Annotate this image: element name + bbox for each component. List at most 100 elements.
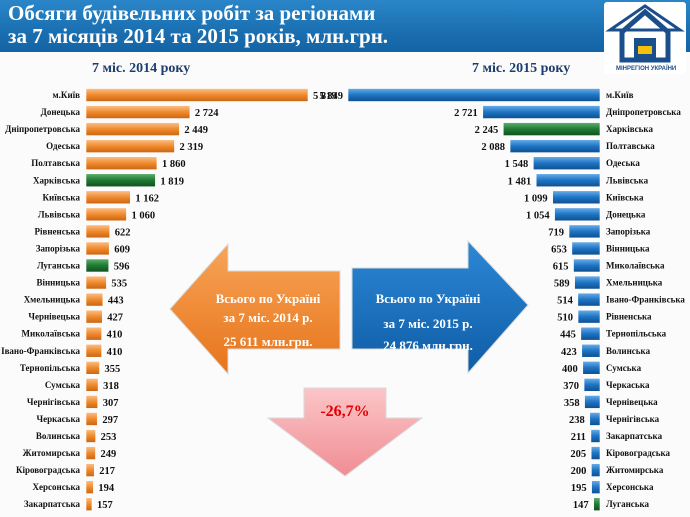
bar-2015-19 [589, 412, 601, 426]
value-label-2014-0: 5 819 [313, 91, 337, 102]
value-label-2015-20: 211 [571, 432, 586, 443]
value-label-2015-14: 445 [560, 330, 576, 341]
bar-2015-7 [554, 207, 601, 222]
region-label-2015-18: Чернівецька [606, 397, 658, 407]
region-label-2014-0: м.Київ [53, 90, 81, 100]
value-label-2015-6: 1 099 [524, 193, 548, 204]
region-label-2014-9: Запорізька [36, 243, 81, 253]
region-label-2014-11: Вінницька [36, 278, 80, 288]
region-label-2015-3: Полтавська [606, 141, 655, 151]
total-2014-line-3: 25 611 млн.грн. [223, 334, 312, 349]
region-label-2014-6: Київська [43, 192, 81, 202]
region-label-2014-7: Львівська [38, 209, 81, 219]
region-label-2015-9: Вінницька [606, 243, 650, 253]
bar-2014-8 [85, 224, 111, 239]
value-label-2014-6: 1 162 [135, 193, 159, 204]
region-label-2015-2: Харківська [606, 124, 653, 134]
value-label-2015-1: 2 721 [454, 108, 478, 119]
value-label-2015-24: 147 [573, 500, 589, 511]
bar-2014-5 [85, 173, 156, 188]
value-label-2015-4: 1 548 [505, 159, 529, 170]
value-label-2014-21: 249 [100, 449, 116, 460]
value-label-2015-18: 358 [564, 398, 580, 409]
region-label-2015-20: Закарпатська [606, 431, 663, 441]
bar-2015-14 [580, 326, 601, 341]
value-label-2015-5: 1 481 [508, 176, 532, 187]
ministry-logo: МІНРЕГІОН УКРАЇНИ [604, 2, 686, 74]
bar-2015-23 [591, 480, 601, 494]
value-label-2015-23: 195 [571, 483, 587, 494]
bar-2014-0 [85, 88, 309, 102]
value-label-2015-12: 514 [557, 296, 574, 307]
bar-2015-22 [591, 463, 601, 477]
change-arrow: -26,7% [266, 387, 424, 477]
bar-2015-11 [574, 275, 601, 290]
bar-2014-10 [85, 258, 110, 273]
total-2015-line-1: Всього по Україні [376, 291, 481, 306]
value-label-2014-15: 410 [107, 347, 123, 358]
total-2014-line-2: за 7 міс. 2014 р. [223, 310, 312, 325]
value-label-2014-16: 355 [105, 364, 121, 375]
bar-2015-4 [533, 156, 601, 170]
region-label-2014-20: Волинська [36, 431, 81, 441]
region-label-2015-22: Житомирська [606, 465, 664, 475]
value-label-2014-22: 217 [99, 466, 115, 477]
value-label-2015-8: 719 [548, 227, 564, 238]
region-label-2014-13: Чернівецька [28, 312, 80, 322]
value-label-2014-13: 427 [107, 313, 123, 324]
region-label-2014-10: Луганська [37, 261, 81, 271]
region-label-2015-12: Івано-Франківська [606, 295, 685, 305]
region-label-2015-14: Тернопільська [606, 329, 667, 339]
bar-2015-2 [502, 122, 601, 136]
region-label-2015-7: Донецька [606, 209, 646, 219]
bar-2015-10 [573, 258, 601, 273]
value-label-2014-17: 318 [103, 381, 119, 392]
bar-2015-18 [584, 395, 601, 409]
total-2014-line-1: Всього по Україні [216, 291, 321, 306]
region-label-2015-17: Черкаська [606, 380, 650, 390]
total-2015-line-3: 24 876 млн.грн. [383, 338, 473, 353]
bar-2014-20 [85, 429, 96, 443]
region-label-2015-0: м.Київ [606, 90, 634, 100]
value-label-2014-19: 297 [102, 415, 118, 426]
value-label-2015-7: 1 054 [526, 210, 550, 221]
region-label-2014-15: Івано-Франківська [1, 346, 80, 356]
chart-2015-title: 7 міс. 2015 року [472, 61, 571, 76]
bar-2014-22 [85, 463, 95, 477]
value-label-2014-12: 443 [108, 296, 124, 307]
bar-2015-13 [577, 309, 601, 324]
bar-2014-3 [85, 139, 175, 153]
logo-text: МІНРЕГІОН УКРАЇНИ [616, 65, 676, 72]
value-label-2014-2: 2 449 [184, 125, 208, 136]
value-label-2015-11: 589 [554, 279, 570, 290]
value-label-2014-4: 1 860 [162, 159, 186, 170]
region-label-2014-4: Полтавська [31, 158, 80, 168]
bar-2015-6 [552, 190, 601, 205]
bar-2015-21 [590, 446, 601, 460]
region-label-2015-16: Сумська [606, 363, 642, 373]
bar-2015-15 [581, 343, 601, 358]
region-label-2014-5: Харківська [33, 175, 80, 185]
region-label-2015-23: Херсонська [606, 482, 654, 492]
value-label-2014-11: 535 [111, 279, 127, 290]
region-label-2015-21: Кіровоградська [606, 448, 671, 458]
bar-2015-5 [535, 173, 601, 188]
bar-2015-0 [347, 88, 601, 102]
value-label-2014-18: 307 [103, 398, 119, 409]
bar-2014-12 [85, 292, 104, 307]
region-label-2014-2: Дніпропетровська [5, 124, 80, 134]
total-2015-line-2: за 7 міс. 2015 р. [383, 316, 472, 331]
value-label-2015-13: 510 [557, 313, 573, 324]
region-label-2015-13: Рівненська [606, 312, 652, 322]
value-label-2014-5: 1 819 [160, 176, 184, 187]
bar-2015-24 [593, 497, 601, 512]
region-label-2014-19: Черкаська [37, 414, 81, 424]
bar-2014-2 [85, 122, 180, 136]
region-label-2015-5: Львівська [606, 175, 649, 185]
bar-2014-21 [85, 446, 96, 460]
value-label-2014-23: 194 [98, 483, 115, 494]
value-label-2014-8: 622 [115, 227, 131, 238]
title-line-1: Обсяги будівельних робіт за регіонами [8, 1, 376, 25]
value-label-2015-2: 2 245 [475, 125, 499, 136]
